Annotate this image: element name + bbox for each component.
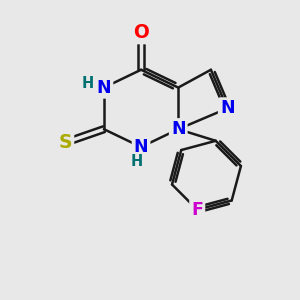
Text: N: N — [134, 138, 148, 156]
Text: S: S — [58, 133, 72, 152]
Text: H: H — [82, 76, 94, 91]
Text: N: N — [171, 120, 185, 138]
Text: F: F — [191, 201, 203, 219]
Text: H: H — [130, 154, 143, 169]
Text: O: O — [133, 23, 149, 42]
Text: N: N — [220, 99, 235, 117]
Text: N: N — [97, 79, 111, 97]
